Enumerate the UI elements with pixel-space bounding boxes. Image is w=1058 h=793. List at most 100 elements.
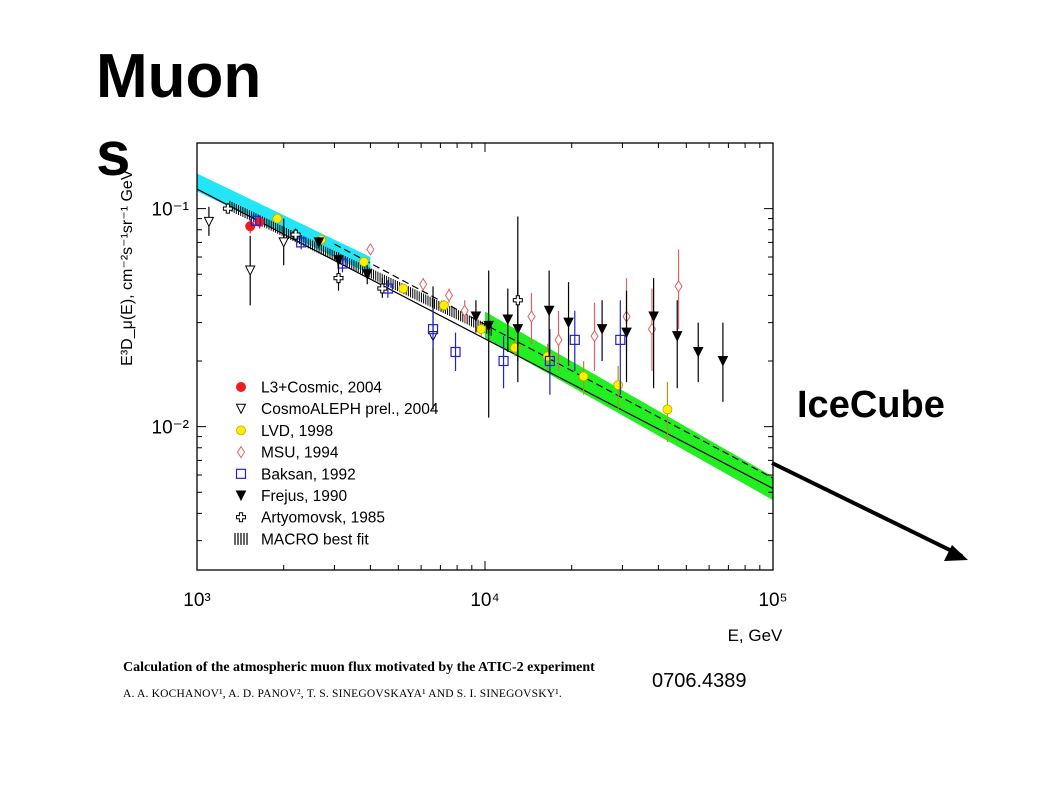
data-point xyxy=(439,300,449,311)
data-point xyxy=(377,283,388,294)
legend-item: Baksan, 1992 xyxy=(235,466,356,483)
data-point xyxy=(313,237,325,249)
y-axis-label: E³D_μ(E), cm⁻²s⁻¹sr⁻¹ GeV² xyxy=(119,164,136,366)
legend-marker xyxy=(236,425,246,436)
series-l3-cosmic-2004 xyxy=(245,215,265,234)
data-point xyxy=(245,221,256,232)
legend-label: Frejus, 1990 xyxy=(261,488,348,505)
x-tick-label: 10³ xyxy=(183,590,210,611)
data-point xyxy=(717,356,729,367)
data-point xyxy=(483,320,495,332)
legend-item: LVD, 1998 xyxy=(236,423,333,440)
data-point xyxy=(476,324,487,335)
data-point xyxy=(502,314,514,326)
legend-label: CosmoALEPH prel., 2004 xyxy=(261,401,439,418)
legend-marker xyxy=(236,512,246,523)
data-point xyxy=(509,342,520,353)
data-point xyxy=(512,295,523,306)
x-tick-label: 10⁵ xyxy=(758,590,787,611)
fit-line-dashed xyxy=(334,243,773,479)
data-point xyxy=(578,371,589,382)
data-point xyxy=(590,329,599,343)
data-point xyxy=(250,215,261,226)
plot-frame xyxy=(196,142,774,571)
data-point xyxy=(554,333,563,347)
data-point xyxy=(444,288,454,302)
macro-best-fit-hatch xyxy=(229,200,492,336)
legend-item: Frejus, 1990 xyxy=(235,488,348,505)
data-point xyxy=(648,311,659,323)
data-point xyxy=(296,237,307,248)
icecube-arrow xyxy=(771,461,968,561)
legend-item: Artyomovsk, 1985 xyxy=(236,510,385,527)
data-point xyxy=(290,229,301,240)
data-point xyxy=(333,273,344,284)
data-points xyxy=(203,203,729,443)
legend-label: MSU, 1994 xyxy=(261,445,339,462)
data-point xyxy=(498,355,509,367)
legend-marker xyxy=(235,468,247,479)
legend-marker xyxy=(236,382,246,392)
paper-authors: A. A. KOCHANOV¹, A. D. PANOV², T. S. SIN… xyxy=(123,688,562,700)
series-lvd-1998 xyxy=(272,213,673,443)
data-point xyxy=(544,355,555,367)
legend-marker xyxy=(235,490,247,502)
legend-label: Artyomovsk, 1985 xyxy=(261,510,385,527)
paper-title: Calculation of the atmospheric muon flux… xyxy=(123,660,595,675)
legend-item: L3+Cosmic, 2004 xyxy=(236,380,382,397)
band-green xyxy=(485,311,773,501)
legend-label: MACRO best fit xyxy=(261,531,369,548)
data-point xyxy=(278,237,290,249)
legend-item: MACRO best fit xyxy=(234,531,369,548)
legend-marker xyxy=(235,403,247,415)
data-point xyxy=(450,346,461,358)
data-point xyxy=(254,216,265,227)
icecube-callout: IceCube xyxy=(797,384,945,426)
data-point xyxy=(563,317,574,329)
arxiv-id: 0706.4389 xyxy=(652,670,747,692)
data-point xyxy=(662,404,673,415)
arrow-head xyxy=(944,545,968,561)
legend-item: CosmoALEPH prel., 2004 xyxy=(235,401,439,418)
legend-label: Baksan, 1992 xyxy=(261,466,356,483)
data-point xyxy=(621,327,632,339)
legend: L3+Cosmic, 2004 CosmoALEPH prel., 2004 LVD… xyxy=(234,380,439,548)
data-point xyxy=(470,311,482,323)
data-point xyxy=(272,213,283,224)
legend-label: L3+Cosmic, 2004 xyxy=(261,380,382,397)
x-tick-label: 10⁴ xyxy=(470,590,499,611)
data-point xyxy=(674,279,683,293)
data-point xyxy=(333,255,344,266)
data-point xyxy=(222,203,233,214)
data-point xyxy=(647,322,657,336)
series-msu-1994 xyxy=(366,242,683,371)
data-point xyxy=(244,265,256,277)
x-axis-label: E, GeV xyxy=(728,626,783,645)
clip-mask xyxy=(118,706,658,714)
data-point xyxy=(569,334,580,345)
data-point xyxy=(398,283,409,294)
data-point xyxy=(203,216,215,228)
data-point xyxy=(427,324,439,335)
y-tick-label: 10⁻¹ xyxy=(152,200,190,221)
data-point xyxy=(671,331,683,342)
data-point xyxy=(543,305,555,317)
legend-label: LVD, 1998 xyxy=(261,423,333,440)
data-point xyxy=(361,269,373,280)
legend-marker xyxy=(236,445,246,459)
data-point xyxy=(615,334,626,345)
data-point xyxy=(613,380,624,391)
data-point xyxy=(359,256,369,267)
legend-item: MSU, 1994 xyxy=(236,445,339,462)
data-point xyxy=(596,324,608,335)
data-point xyxy=(692,346,704,358)
plot-axes: 10³ 10⁴ 10⁵ 10⁻¹ 10⁻² E, GeV E³D_μ(E), cm⁻²s⁻¹… xyxy=(119,142,788,645)
arrow-shaft xyxy=(771,461,963,558)
data-point xyxy=(527,310,536,323)
y-tick-label: 10⁻² xyxy=(152,418,190,439)
data-point xyxy=(366,242,375,256)
data-point xyxy=(419,277,428,291)
data-point xyxy=(460,304,469,318)
slide-title: Muons xyxy=(96,42,262,189)
series-artyomovsk-1985 xyxy=(222,203,523,362)
